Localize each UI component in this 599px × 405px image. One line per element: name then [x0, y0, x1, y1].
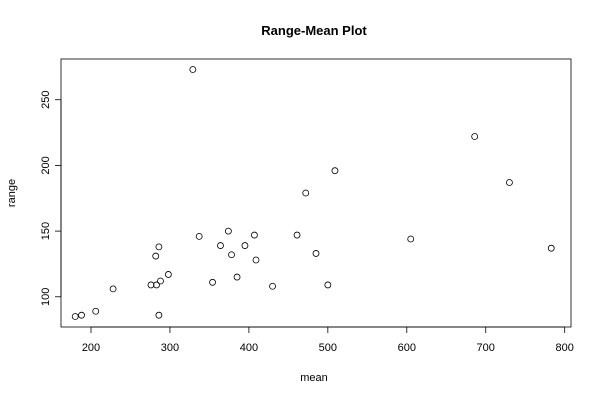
chart-title: Range-Mean Plot — [261, 23, 367, 38]
data-point — [331, 167, 339, 175]
data-point — [252, 256, 260, 264]
data-point — [224, 227, 232, 235]
data-points — [71, 66, 555, 320]
x-tick-label: 800 — [556, 342, 574, 354]
y-tick-label: 200 — [40, 156, 52, 174]
data-point — [269, 282, 276, 290]
data-point — [153, 281, 160, 289]
y-tick-label: 150 — [40, 222, 52, 240]
data-point — [152, 252, 160, 260]
data-point — [471, 133, 479, 140]
data-point — [241, 242, 249, 249]
data-point — [506, 179, 513, 186]
data-point — [293, 231, 301, 239]
x-tick-label: 300 — [161, 342, 179, 354]
data-point — [92, 307, 100, 315]
data-point — [217, 242, 224, 249]
data-point — [155, 243, 163, 251]
data-point — [233, 273, 241, 281]
y-tick-label: 250 — [40, 91, 52, 109]
data-point — [324, 281, 332, 289]
data-point — [407, 235, 415, 243]
x-axis: 200 300 400 500 600 700 800 — [82, 326, 574, 354]
data-point — [312, 250, 320, 257]
y-axis-label: range — [6, 179, 18, 207]
data-point — [251, 231, 258, 239]
data-point — [157, 277, 164, 285]
data-point — [209, 278, 216, 286]
data-point — [71, 313, 79, 320]
y-axis: 100 150 200 250 — [40, 91, 62, 306]
x-tick-label: 500 — [319, 342, 337, 354]
data-point — [189, 66, 197, 73]
data-point — [164, 271, 172, 278]
x-axis-label: mean — [300, 372, 328, 384]
data-point — [109, 285, 117, 293]
data-point — [228, 251, 235, 259]
data-point — [547, 244, 555, 252]
data-point — [302, 189, 310, 197]
data-point — [78, 311, 85, 319]
x-tick-label: 400 — [240, 342, 258, 354]
y-tick-label: 100 — [40, 288, 52, 306]
x-tick-label: 600 — [398, 342, 416, 354]
x-tick-label: 700 — [477, 342, 495, 354]
data-point — [147, 281, 155, 289]
data-point — [195, 232, 203, 240]
data-point — [155, 311, 163, 319]
x-tick-label: 200 — [82, 342, 100, 354]
